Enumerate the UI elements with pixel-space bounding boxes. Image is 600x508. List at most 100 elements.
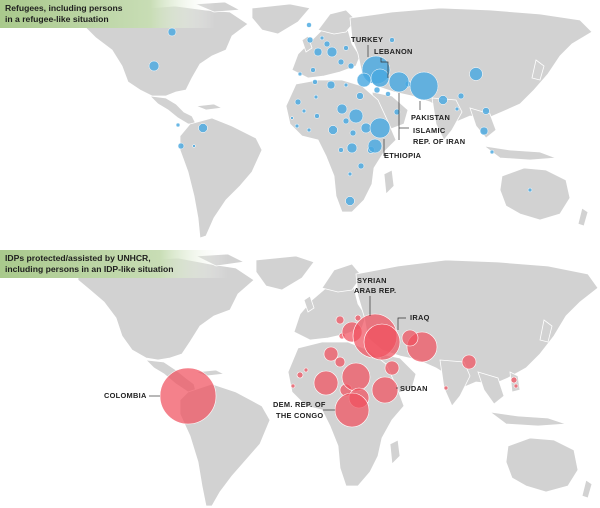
refugee-bubble xyxy=(393,108,401,116)
refugee-bubble xyxy=(356,92,364,100)
refugee-bubble xyxy=(301,108,307,114)
refugee-bubble xyxy=(314,113,320,119)
refugee-bubble xyxy=(479,126,489,136)
refugee-bubbles xyxy=(148,22,533,206)
refugee-bubble xyxy=(294,98,302,106)
refugee-bubble xyxy=(313,47,323,57)
refugee-bubble xyxy=(306,22,312,28)
idp-bubble xyxy=(443,385,449,391)
refugee-bubble xyxy=(454,106,460,112)
refugee-bubble xyxy=(357,162,365,170)
refugees-title-line1: Refugees, including persons xyxy=(5,3,123,13)
label-syria-line1: SYRIAN xyxy=(357,276,387,285)
idp-bubble-iraq xyxy=(363,323,401,361)
refugee-bubble xyxy=(346,142,358,154)
idp-bubble xyxy=(323,346,339,362)
refugee-bubble xyxy=(438,95,448,105)
refugee-bubble xyxy=(342,117,350,125)
leader-lebanon xyxy=(380,58,389,78)
refugee-bubble xyxy=(343,82,349,88)
refugee-bubble xyxy=(348,108,364,124)
refugee-bubble xyxy=(326,46,338,58)
idp-bubble xyxy=(513,383,519,389)
refugee-bubble xyxy=(389,37,395,43)
refugee-bubble xyxy=(290,116,294,120)
idp-bubble-drc xyxy=(334,392,370,428)
idp-bubble xyxy=(303,367,309,373)
label-syria-line2: ARAB REP. xyxy=(354,286,396,295)
refugee-bubble xyxy=(385,91,391,97)
refugee-bubble xyxy=(347,62,355,70)
label-iran-line2: REP. OF IRAN xyxy=(413,137,465,146)
idp-bubble xyxy=(335,315,345,325)
idp-bubble xyxy=(401,329,419,347)
refugees-map: Refugees, including persons in a refugee… xyxy=(0,0,593,239)
refugee-bubble xyxy=(177,142,185,150)
refugee-bubble xyxy=(360,122,372,134)
refugee-bubble xyxy=(373,86,381,94)
idps-map: IDPs protected/assisted by UNHCR, includ… xyxy=(0,250,599,507)
refugee-bubble xyxy=(338,147,344,153)
refugee-bubble xyxy=(312,79,318,85)
refugee-bubble xyxy=(328,125,338,135)
refugee-bubble xyxy=(336,103,348,115)
label-lebanon: LEBANON xyxy=(374,47,413,56)
refugee-bubble xyxy=(306,127,312,133)
refugee-bubble xyxy=(323,40,331,48)
refugee-bubble-iran xyxy=(388,71,410,93)
refugee-bubble xyxy=(306,36,314,44)
idps-title-line2: including persons in an IDP-like situati… xyxy=(5,264,174,274)
label-ethiopia: ETHIOPIA xyxy=(384,151,422,160)
idp-bubble xyxy=(341,362,371,392)
label-iran-line1: ISLAMIC xyxy=(413,126,446,135)
refugee-bubble xyxy=(345,196,355,206)
refugee-bubble xyxy=(198,123,208,133)
refugees-header-band xyxy=(0,0,215,28)
label-turkey: TURKEY xyxy=(351,35,383,44)
refugee-bubble xyxy=(343,45,349,51)
idp-bubble xyxy=(461,354,477,370)
refugee-bubble xyxy=(527,187,533,193)
refugees-title-line2: in a refugee-like situation xyxy=(5,14,109,24)
idp-bubble xyxy=(384,360,400,376)
idp-bubble xyxy=(290,383,296,389)
idps-header-band xyxy=(0,250,228,278)
refugee-bubble xyxy=(148,60,160,72)
leader-iraq xyxy=(397,317,406,330)
label-drc-line2: THE CONGO xyxy=(276,411,323,420)
refugee-bubble xyxy=(175,122,181,128)
refugee-bubble-lebanon xyxy=(370,68,390,88)
label-drc-line1: DEM. REP. OF xyxy=(273,400,326,409)
refugee-bubble xyxy=(482,107,490,115)
refugee-bubble xyxy=(349,129,357,137)
idps-map-panel: IDPs protected/assisted by UNHCR, includ… xyxy=(0,250,600,508)
refugee-bubble xyxy=(457,92,465,100)
refugee-bubble xyxy=(167,27,177,37)
refugee-bubble xyxy=(356,72,372,88)
refugee-bubble xyxy=(347,171,353,177)
label-sudan: SUDAN xyxy=(400,384,428,393)
refugee-bubble xyxy=(319,35,325,41)
refugee-callouts: TURKEY LEBANON PAKISTAN ISLAMIC REP. OF … xyxy=(351,35,465,160)
idps-title-line1: IDPs protected/assisted by UNHCR, xyxy=(5,253,151,263)
refugee-bubble xyxy=(337,58,345,66)
idp-bubble-sudan xyxy=(371,376,399,404)
refugee-bubble xyxy=(469,67,483,81)
refugees-map-panel: Refugees, including persons in a refugee… xyxy=(0,0,600,250)
world-landmass xyxy=(83,1,593,239)
label-pakistan: PAKISTAN xyxy=(411,113,450,122)
idp-bubble xyxy=(313,370,339,396)
refugee-bubble xyxy=(310,67,316,73)
idp-bubble xyxy=(334,356,346,368)
idp-callouts: SYRIAN ARAB REP. IRAQ COLOMBIA SUDAN DEM… xyxy=(104,276,430,420)
refugee-bubble-ethiopia xyxy=(369,117,391,139)
label-iraq: IRAQ xyxy=(410,313,430,322)
idp-bubble xyxy=(296,371,304,379)
idp-bubble xyxy=(510,376,518,384)
idp-bubbles xyxy=(159,313,519,428)
refugee-bubble xyxy=(294,123,300,129)
label-colombia: COLOMBIA xyxy=(104,391,147,400)
refugee-bubble xyxy=(326,80,336,90)
refugee-bubble xyxy=(367,138,383,154)
idp-bubble-colombia xyxy=(159,367,217,425)
